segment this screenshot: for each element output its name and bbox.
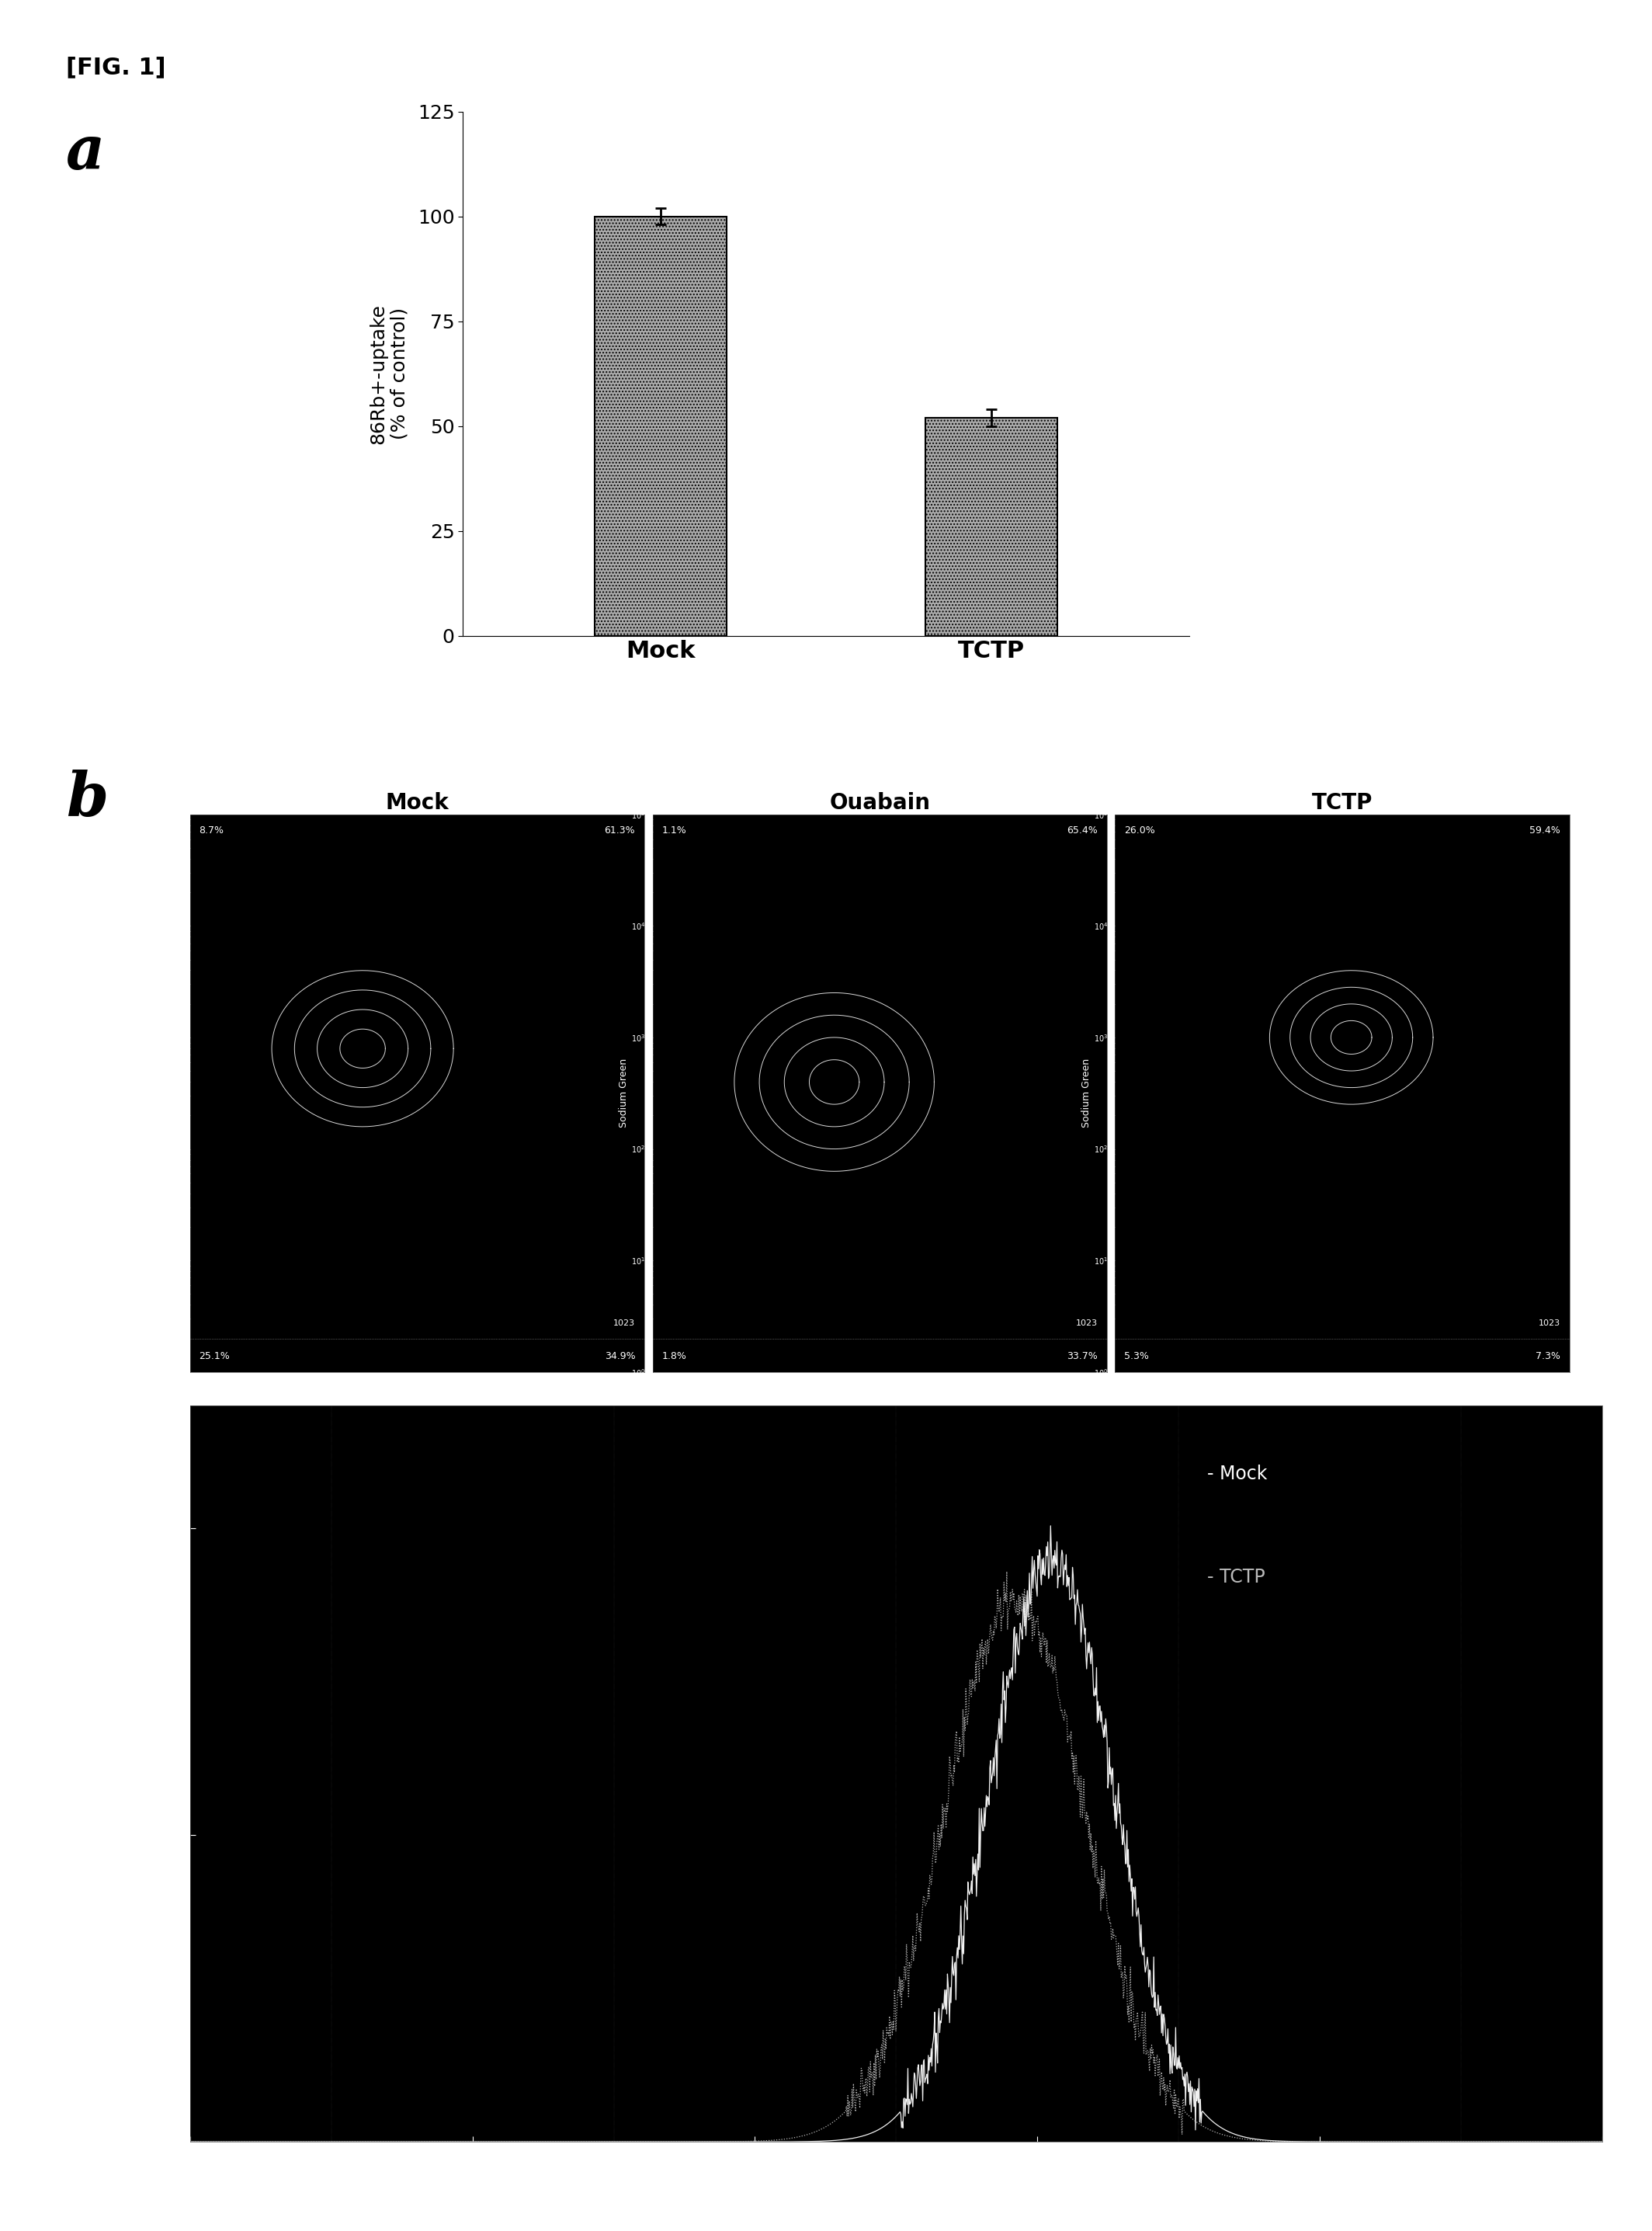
Bar xyxy=(925,417,1057,636)
Text: 33.7%: 33.7% xyxy=(1067,1350,1097,1361)
X-axis label: Cell Size: Cell Size xyxy=(1322,1392,1363,1401)
Y-axis label: Events: Events xyxy=(129,1740,147,1807)
Text: 1023: 1023 xyxy=(1538,1321,1559,1327)
Title: TCTP: TCTP xyxy=(1312,792,1373,814)
X-axis label: Sodium Green: Sodium Green xyxy=(828,2171,965,2189)
Text: 1023: 1023 xyxy=(613,1321,634,1327)
Text: [FIG. 1]: [FIG. 1] xyxy=(66,56,165,78)
Text: 34.9%: 34.9% xyxy=(605,1350,634,1361)
Text: - Mock: - Mock xyxy=(1208,1464,1267,1484)
Text: 5.3%: 5.3% xyxy=(1123,1350,1148,1361)
Text: 26.0%: 26.0% xyxy=(1123,825,1155,837)
Text: 8.7%: 8.7% xyxy=(198,825,225,837)
Text: 59.4%: 59.4% xyxy=(1530,825,1559,837)
Text: - TCTP: - TCTP xyxy=(1208,1568,1265,1586)
Y-axis label: 86Rb+-uptake
(% of control): 86Rb+-uptake (% of control) xyxy=(368,303,410,444)
X-axis label: Cell Size: Cell Size xyxy=(859,1392,900,1401)
Text: 61.3%: 61.3% xyxy=(605,825,634,837)
Y-axis label: Sodium Green: Sodium Green xyxy=(1082,1057,1092,1129)
Title: Mock: Mock xyxy=(385,792,449,814)
Title: Ouabain: Ouabain xyxy=(829,792,930,814)
Text: 1023: 1023 xyxy=(1075,1321,1097,1327)
Text: b: b xyxy=(66,770,109,830)
Bar xyxy=(595,216,727,636)
Text: 65.4%: 65.4% xyxy=(1067,825,1097,837)
Text: a: a xyxy=(66,123,106,183)
Text: 7.3%: 7.3% xyxy=(1536,1350,1559,1361)
Text: 1.8%: 1.8% xyxy=(661,1350,686,1361)
Y-axis label: Sodium Green: Sodium Green xyxy=(157,1057,167,1129)
Text: 25.1%: 25.1% xyxy=(198,1350,230,1361)
Y-axis label: Sodium Green: Sodium Green xyxy=(620,1057,629,1129)
Text: 1.1%: 1.1% xyxy=(661,825,686,837)
X-axis label: Cell Size: Cell Size xyxy=(396,1392,438,1401)
